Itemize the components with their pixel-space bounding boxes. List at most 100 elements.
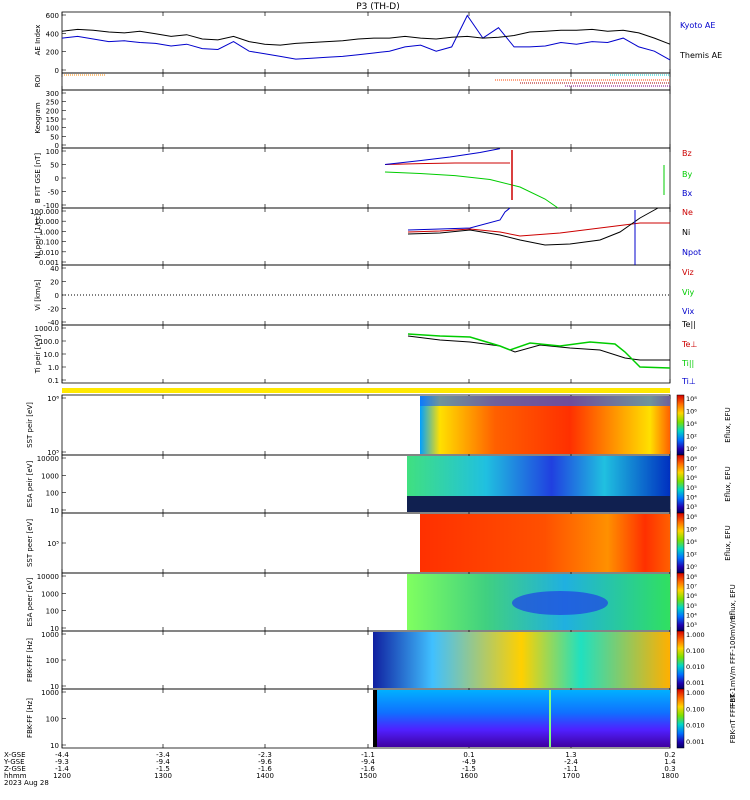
- legend-density-2: Npot: [682, 248, 701, 257]
- y-tick-label: 10: [50, 742, 59, 750]
- y-tick-label: 200: [46, 107, 59, 115]
- colorbar-label-fbk_fff: FBK-1mV/m FFF-100mV/ml: [729, 613, 737, 706]
- x-tick-label: 1200: [53, 772, 71, 780]
- panel-frame-roi: [61, 72, 671, 91]
- panel-frame-ae: [61, 11, 671, 74]
- orbit-value: -4.4: [55, 751, 69, 759]
- y-tick-label: 10000: [37, 573, 59, 581]
- colorbar-tick: 10⁶: [686, 408, 697, 416]
- y-axis-label-esa_eflux: ESA peir [eV]: [26, 461, 34, 508]
- colorbar-tick: 10⁴: [686, 538, 697, 546]
- series-line-bx: [384, 148, 501, 165]
- orbit-value: -9.4: [361, 758, 375, 766]
- legend-velocity-1: Viy: [682, 288, 695, 297]
- colorbar-tick: 10⁷: [686, 465, 697, 473]
- spectrogram-fbk-ff: [373, 690, 670, 747]
- colorbar-tick: 10²: [686, 551, 697, 559]
- y-tick-label: 1000: [41, 689, 59, 697]
- orbit-value: 1.3: [565, 751, 576, 759]
- colorbar-tick: 0.001: [686, 738, 705, 746]
- colorbar-tick: 0.001: [686, 679, 705, 687]
- colorbar-tick: 10⁴: [686, 493, 697, 501]
- y-tick-label: 150: [46, 116, 59, 124]
- legend-themis-ae: Themis AE: [679, 51, 722, 60]
- y-tick-label: 50: [50, 162, 59, 170]
- colorbar-label-sst_peer: Eflux, EFU: [724, 525, 732, 560]
- y-axis-label-sst_eflux: SST peir [eV]: [26, 402, 34, 448]
- y-tick-label: 10⁶: [47, 395, 59, 403]
- panel-frame-temperature: [61, 324, 671, 384]
- y-tick-label: 10000: [37, 455, 59, 463]
- y-tick-label: -40: [48, 319, 59, 327]
- y-tick-label: 100: [46, 608, 59, 616]
- y-axis-label-keogram: Keogram: [34, 102, 42, 133]
- orbit-value: -1.6: [258, 765, 272, 773]
- spectrogram-fbk-ff-edge: [373, 690, 377, 747]
- y-tick-label: 100: [46, 490, 59, 498]
- legend-temperature-0: Te||: [681, 320, 696, 329]
- orbit-value: 0.2: [664, 751, 675, 759]
- y-axis-label-sst_peer: SST peer [eV]: [26, 519, 34, 567]
- colorbar-fbk_fff: [676, 630, 685, 690]
- y-tick-label: 400: [46, 30, 59, 38]
- series-line-npot: [407, 207, 511, 231]
- legend-temperature-1: Te⊥: [681, 340, 697, 349]
- colorbar-tick: 0.100: [686, 705, 705, 713]
- series-line-ni: [407, 207, 659, 246]
- orbit-value: -9.6: [258, 758, 272, 766]
- y-tick-label: 10⁵: [47, 449, 59, 457]
- spectrogram-sst-peer: [420, 514, 670, 572]
- y-tick-label: 10: [50, 625, 59, 633]
- orbit-value: 1.4: [664, 758, 676, 766]
- y-axis-label-esa_peer: ESA peer [eV]: [26, 577, 34, 626]
- y-tick-label: 1000: [41, 472, 59, 480]
- x-tick-label: 1600: [460, 772, 478, 780]
- colorbar-tick: 10⁶: [686, 474, 697, 482]
- y-axis-label-fbk_fff: FBK-FFF [Hz]: [26, 638, 34, 682]
- y-tick-label: -50: [48, 189, 59, 197]
- y-tick-label: 100: [46, 125, 59, 133]
- y-tick-label: 0.010: [39, 249, 59, 257]
- colorbar-label-esa_peer: Eflux, EFU: [729, 584, 737, 619]
- orbit-value: -3.4: [156, 751, 170, 759]
- spectrogram-esa-peer-feature: [512, 591, 608, 615]
- x-tick-label: 1400: [256, 772, 274, 780]
- colorbar-label-fbk_ff: FBK-nT FFF-nT: [729, 693, 737, 743]
- colorbar-tick: 10²: [686, 433, 697, 441]
- colorbar-sst_peer: [676, 512, 685, 574]
- colorbar-tick: 10⁷: [686, 583, 697, 591]
- spectrogram-fbk-fff: [373, 632, 670, 688]
- y-tick-label: 100.000: [30, 208, 59, 216]
- y-tick-label: 600: [46, 12, 59, 20]
- colorbar-label-sst_eflux: Eflux, EFU: [724, 407, 732, 442]
- colorbar-tick: 0.100: [686, 647, 705, 655]
- y-tick-label: 100: [46, 657, 59, 665]
- y-axis-label-temperature: Ti peir [eV]: [34, 334, 42, 374]
- y-tick-label: 1000.0: [35, 325, 60, 333]
- colorbar-tick: 10⁴: [686, 420, 697, 428]
- legend-temperature-2: Ti||: [681, 359, 694, 368]
- orbit-value: -2.4: [564, 758, 578, 766]
- colorbar-tick: 10⁸: [686, 395, 697, 403]
- colorbar-sst_eflux: [676, 394, 685, 456]
- y-tick-label: 100: [46, 148, 59, 156]
- plot-title: P3 (TH-D): [356, 2, 399, 12]
- panel-frame-bfield: [61, 147, 671, 209]
- y-axis-label-fbk_ff: FBK-FF [Hz]: [26, 698, 34, 738]
- colorbar-tick: 1.000: [686, 689, 705, 697]
- legend-temperature-3: Ti⊥: [681, 377, 696, 386]
- y-tick-label: -100: [43, 202, 59, 210]
- legend-kyoto-ae: Kyoto AE: [680, 21, 715, 30]
- orbit-value: -9.3: [55, 758, 69, 766]
- series-line-ne: [407, 222, 670, 237]
- y-tick-label: 0: [55, 67, 59, 75]
- orbit-value: -1.1: [564, 765, 578, 773]
- legend-velocity-0: Viz: [682, 268, 694, 277]
- colorbar-tick: 10⁶: [686, 526, 697, 534]
- series-line-bz: [384, 162, 510, 165]
- colorbar-tick: 10⁸: [686, 573, 697, 581]
- colorbar-tick: 10⁸: [686, 455, 697, 463]
- colorbar-tick: 1.000: [686, 631, 705, 639]
- colorbar-tick: 10⁰: [686, 563, 697, 571]
- colorbar-label-esa_eflux: Eflux, EFU: [724, 466, 732, 501]
